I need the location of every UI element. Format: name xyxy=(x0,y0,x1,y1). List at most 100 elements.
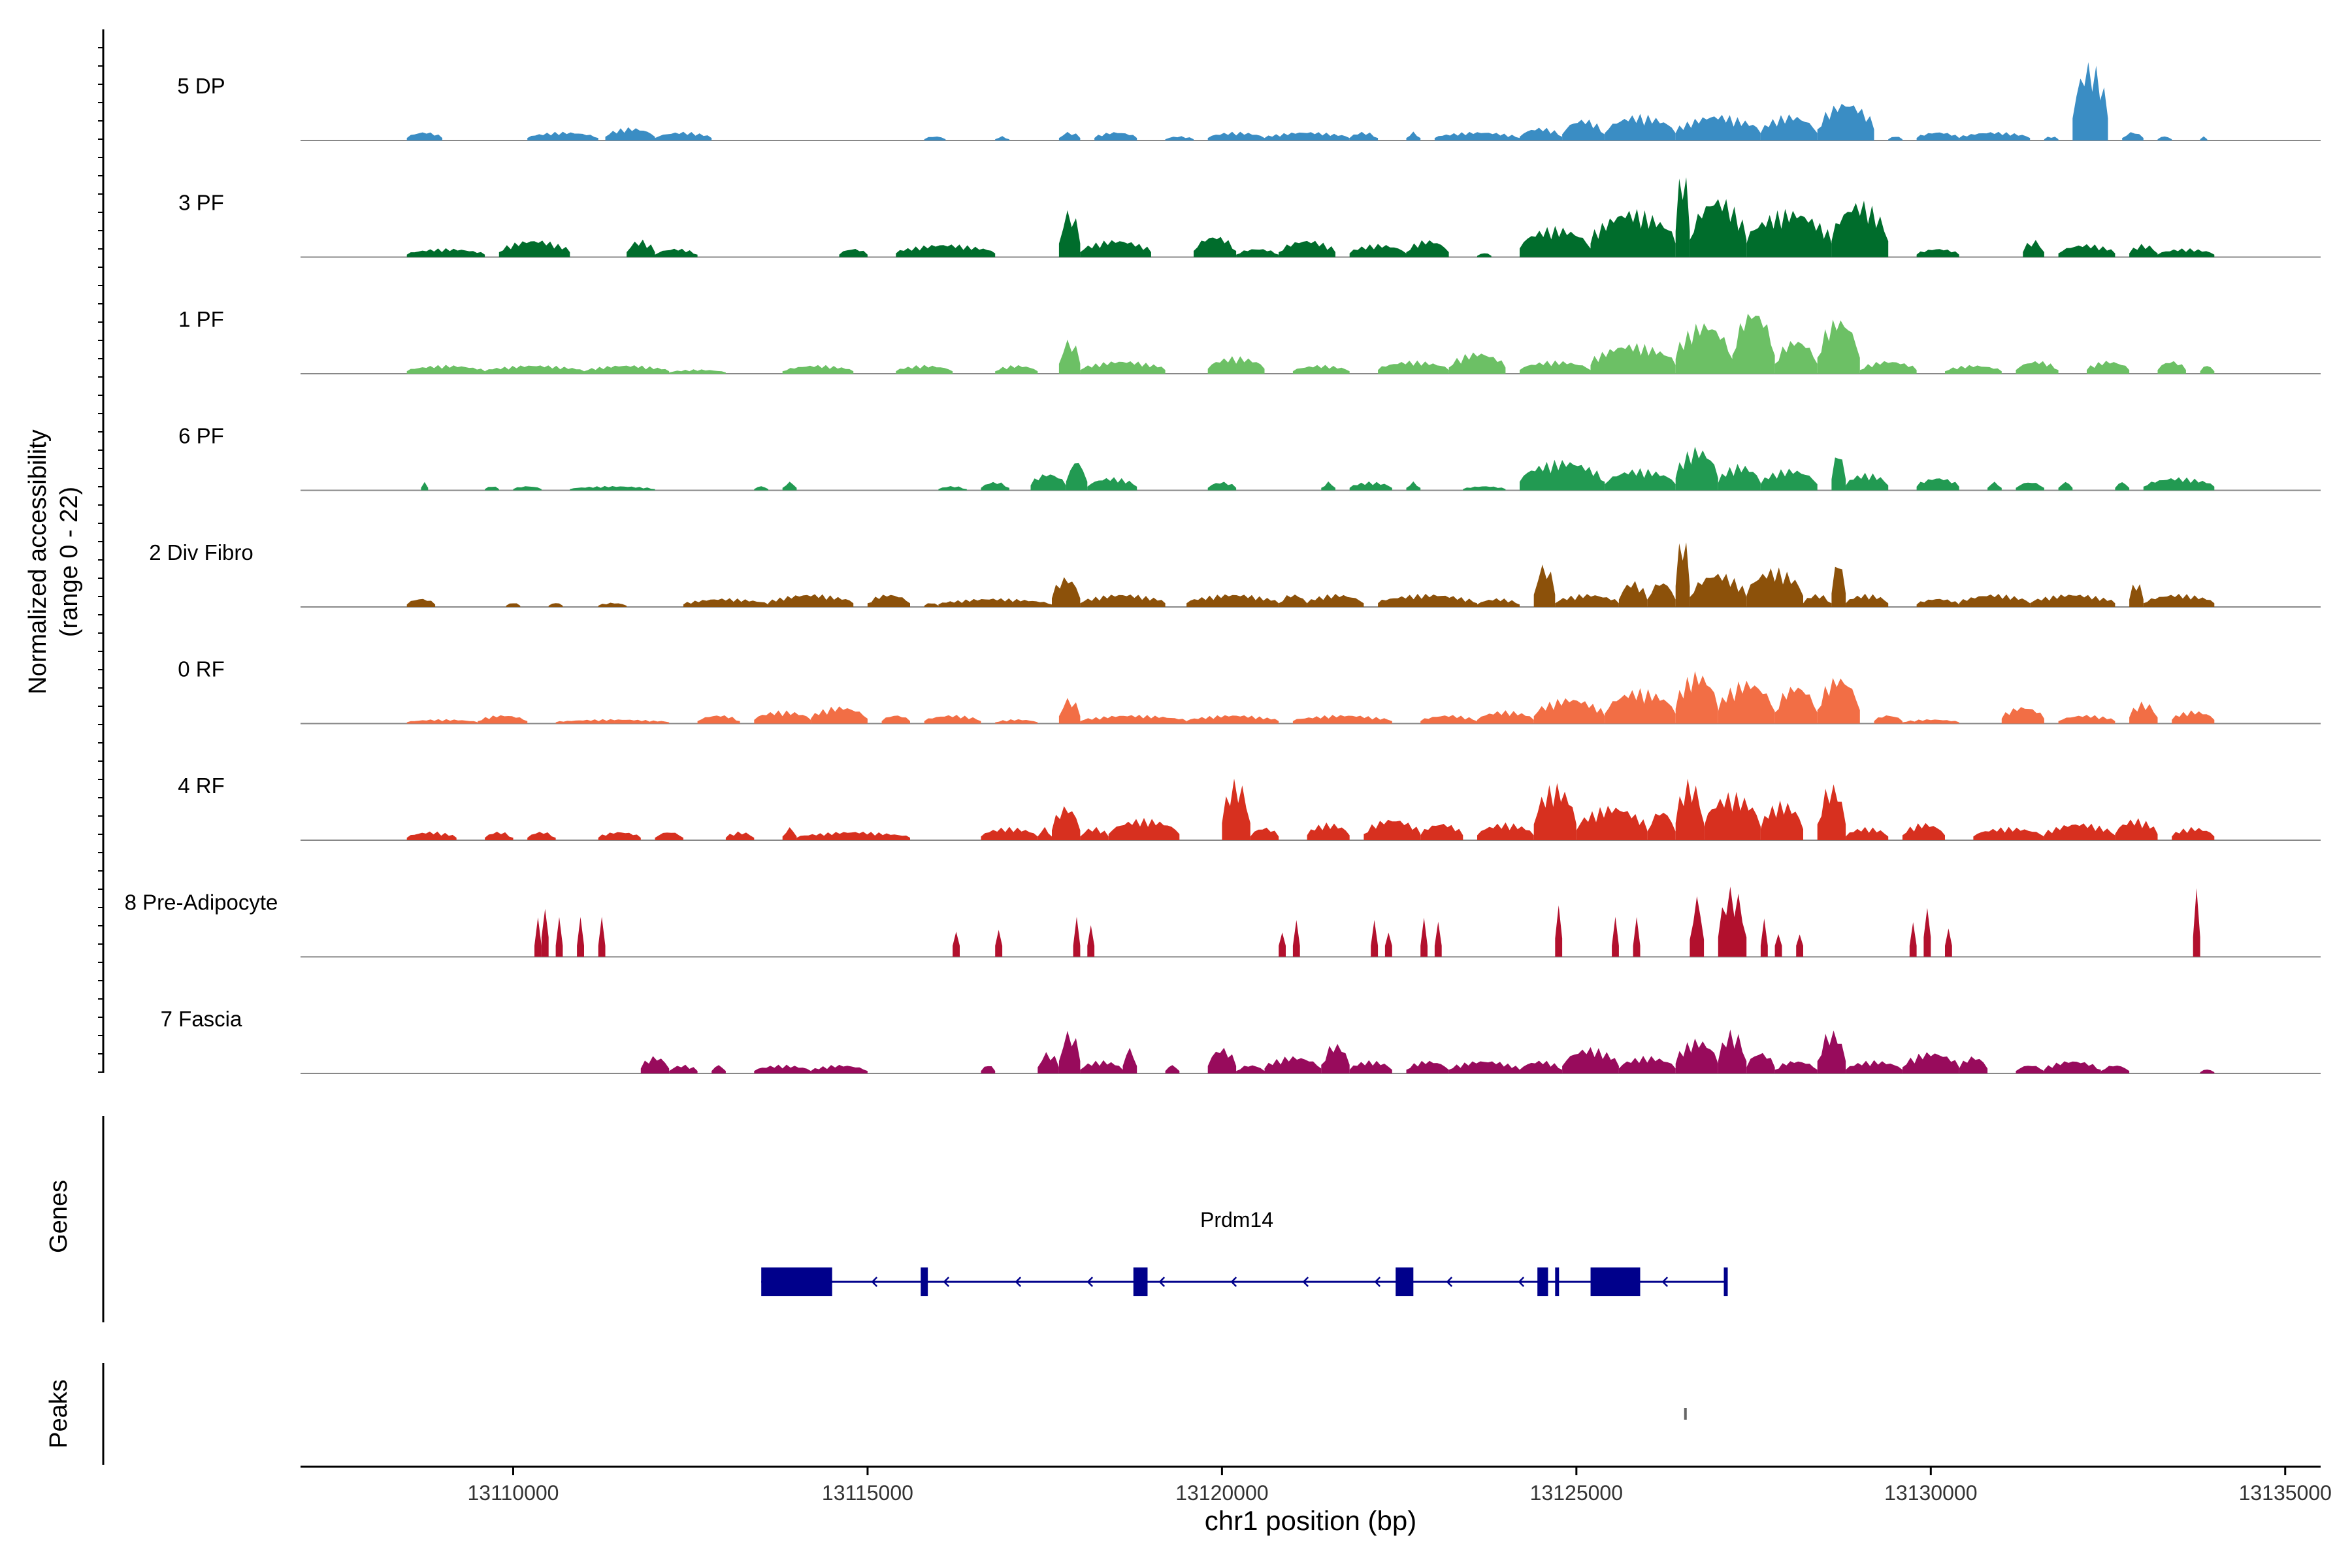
coverage-peak xyxy=(2143,594,2215,607)
coverage-peak xyxy=(406,132,442,140)
coverage-peak xyxy=(881,715,910,724)
coverage-peak xyxy=(1520,360,1591,374)
coverage-peak xyxy=(1605,114,1676,140)
coverage-peak xyxy=(2122,132,2144,140)
coverage-peak xyxy=(711,1065,726,1073)
coverage-peak xyxy=(421,482,429,491)
left-axis xyxy=(98,29,105,1073)
coverage-peak xyxy=(1704,792,1761,840)
coverage-peak xyxy=(1675,1038,1718,1073)
coverage-peak xyxy=(1555,594,1619,607)
coverage-peak xyxy=(513,486,542,491)
coverage-peak xyxy=(1923,907,1931,957)
coverage-peak xyxy=(1888,137,1903,140)
coverage-peak xyxy=(2044,1061,2101,1073)
x-axis-label: chr1 position (bp) xyxy=(1205,1505,1417,1536)
coverage-peak xyxy=(1292,920,1300,957)
coverage-peak xyxy=(1520,127,1563,140)
strand-arrow xyxy=(943,1277,950,1287)
coverage-peak xyxy=(953,932,960,957)
gene-exon xyxy=(1590,1267,1641,1296)
coverage-peak xyxy=(2016,1066,2044,1073)
coverage-peak xyxy=(2115,818,2158,840)
coverage-peak xyxy=(811,1064,868,1073)
coverage-peak xyxy=(1186,594,1279,607)
coverage-peak xyxy=(924,137,946,140)
track-5-dp: 5 DP xyxy=(177,62,2321,141)
coverage-peak xyxy=(406,719,478,724)
coverage-peak xyxy=(1052,577,1081,607)
coverage-peak xyxy=(485,832,514,840)
coverage-peak xyxy=(2172,710,2215,724)
coverage-peak xyxy=(1718,1029,1747,1073)
coverage-peak xyxy=(1520,225,1591,257)
coverage-peak xyxy=(1555,905,1563,957)
coverage-peak xyxy=(1236,249,1279,257)
coverage-peak xyxy=(1279,595,1307,607)
track-1-pf: 1 PF xyxy=(178,307,2321,374)
track-8-pre-adipocyte: 8 Pre-Adipocyte xyxy=(125,887,2321,958)
coverage-peak xyxy=(1675,671,1718,724)
coverage-peak xyxy=(2129,701,2158,724)
coverage-peak xyxy=(1817,678,1860,724)
track-0-rf: 0 RF xyxy=(178,657,2321,725)
coverage-peak xyxy=(1831,566,1846,607)
coverage-peak xyxy=(577,917,584,957)
coverage-peak xyxy=(867,595,910,607)
coverage-peak xyxy=(406,598,436,607)
coverage-peak xyxy=(1760,468,1818,491)
coverage-peak xyxy=(669,1064,698,1073)
coverage-peak xyxy=(541,909,549,957)
coverage-peak xyxy=(1590,343,1676,374)
coverage-peak xyxy=(1746,567,1803,607)
coverage-peak xyxy=(548,603,563,607)
track-label: 7 Fascia xyxy=(161,1007,242,1031)
coverage-peak xyxy=(1831,201,1889,257)
coverage-peak xyxy=(768,594,854,607)
coverage-peak xyxy=(1207,131,1265,140)
coverage-peak xyxy=(1533,698,1605,724)
coverage-peak xyxy=(1973,826,2044,840)
track-3-pf: 3 PF xyxy=(178,177,2321,258)
coverage-peak xyxy=(1264,1056,1322,1073)
coverage-peak xyxy=(754,1064,811,1073)
coverage-peak xyxy=(1207,356,1265,374)
coverage-peak xyxy=(1909,922,1917,957)
strand-arrow xyxy=(1086,1277,1094,1287)
coverage-peak xyxy=(485,486,499,491)
coverage-peak xyxy=(669,369,726,374)
coverage-peak xyxy=(782,482,797,491)
track-label: 6 PF xyxy=(178,424,224,448)
coverage-peak xyxy=(1384,932,1392,957)
coverage-peak xyxy=(1080,595,1166,607)
coverage-peak xyxy=(1846,593,1889,607)
gene-exon xyxy=(921,1267,928,1296)
coverage-peak xyxy=(1186,715,1279,724)
coverage-peak xyxy=(697,715,740,724)
coverage-peak xyxy=(1774,1061,1818,1073)
coverage-peak xyxy=(1675,778,1705,840)
coverage-peak xyxy=(2193,888,2200,957)
coverage-peak xyxy=(1279,240,1335,257)
track-label: 0 RF xyxy=(178,657,225,681)
coverage-peak xyxy=(1371,920,1379,957)
x-axis-ticks: 13110000 13115000 13120000 13125000 13130000… xyxy=(467,1467,2332,1505)
x-tick-label: 13135000 xyxy=(2239,1481,2332,1505)
coverage-peak xyxy=(1406,240,1449,257)
coverage-peak xyxy=(995,365,1038,374)
coverage-peak xyxy=(1321,1043,1350,1073)
gene-exon xyxy=(1396,1267,1414,1296)
track-7-fascia: 7 Fascia xyxy=(161,1007,2321,1074)
coverage-peak xyxy=(598,917,606,957)
coverage-peak xyxy=(1902,719,1959,724)
coverage-peak xyxy=(1108,817,1180,840)
coverage-peak xyxy=(938,598,1052,607)
coverage-peak xyxy=(1406,131,1421,140)
coverage-peak xyxy=(1222,778,1250,840)
coverage-peak xyxy=(1292,365,1350,374)
coverage-peak xyxy=(2143,477,2215,491)
coverage-peak xyxy=(1562,1047,1619,1073)
coverage-peak xyxy=(406,365,485,374)
coverage-peak xyxy=(534,917,542,957)
